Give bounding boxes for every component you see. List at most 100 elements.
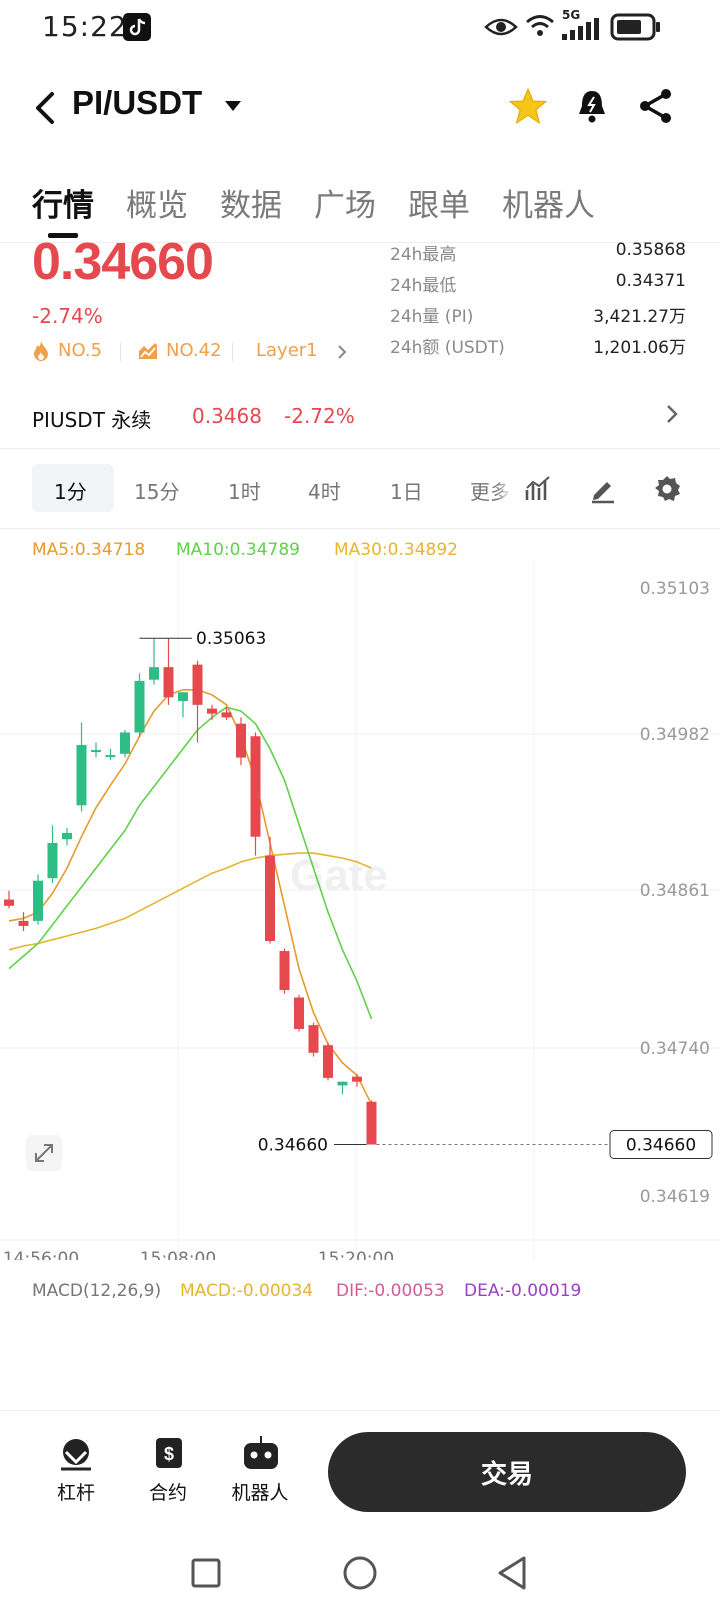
divider: [0, 448, 720, 449]
status-time: 15:22: [42, 10, 128, 43]
favorite-star-icon[interactable]: [508, 86, 548, 126]
candle-body: [366, 1101, 377, 1145]
y-tick-label: 0.34861: [640, 881, 710, 901]
candle-body: [134, 680, 145, 733]
futures-icon: $: [156, 1438, 182, 1468]
robot-icon: [244, 1436, 278, 1469]
high-label: 0.35063: [196, 629, 266, 649]
interval-4h[interactable]: 4时: [308, 480, 341, 504]
signal-icon: [562, 18, 599, 40]
candle-body: [76, 745, 87, 806]
tab-copy-trading[interactable]: 跟单: [408, 188, 470, 224]
leverage-icon: [61, 1439, 91, 1471]
candle-body: [323, 1045, 333, 1078]
divider: [0, 242, 720, 243]
recent-apps-icon[interactable]: [190, 1557, 222, 1589]
tiktok-app-icon: [123, 13, 151, 41]
stat-low-label: 24h最低: [390, 276, 457, 296]
divider: [232, 342, 233, 362]
draw-pencil-icon[interactable]: [588, 474, 618, 504]
tab-underline: [48, 233, 78, 238]
svg-text:$: $: [164, 1444, 174, 1464]
status-bar: 15:22 5G: [0, 0, 720, 56]
last-label: 0.34660: [258, 1135, 328, 1155]
candle-body: [221, 712, 232, 718]
pair-dropdown-icon[interactable]: [224, 100, 242, 112]
interval-1m[interactable]: 1分: [54, 480, 87, 504]
bots-button[interactable]: 机器人: [220, 1436, 300, 1505]
bots-label: 机器人: [231, 1482, 289, 1504]
stat-turnover-value: 1,201.06万: [593, 338, 686, 358]
candlestick-chart[interactable]: Gate 0.35103 0.34982 0.34861 0.34740 0.34619…: [0, 560, 720, 1260]
y-tick-label: 0.34619: [640, 1187, 710, 1207]
y-tick-label: 0.35103: [640, 579, 710, 599]
dif-value: DIF:-0.00053: [336, 1281, 445, 1301]
tab-market[interactable]: 行情: [32, 188, 94, 224]
stat-high-label: 24h最高: [390, 245, 457, 265]
ma30-line: [8, 852, 372, 951]
interval-1d[interactable]: 1日: [390, 480, 423, 504]
network-type: 5G: [562, 8, 581, 22]
candle-body: [105, 755, 116, 758]
candle-body: [192, 664, 203, 705]
hot-rank[interactable]: NO.5: [58, 340, 103, 361]
back-nav-icon[interactable]: [496, 1555, 528, 1591]
interval-15m[interactable]: 15分: [134, 480, 180, 504]
alert-bell-icon[interactable]: [572, 86, 612, 126]
y-tick-label: 0.34740: [640, 1039, 710, 1059]
candle-body: [163, 667, 174, 698]
settings-gear-icon[interactable]: [652, 474, 682, 504]
bottom-bar: [0, 1410, 720, 1521]
tab-bots[interactable]: 机器人: [502, 188, 595, 224]
indicator-icon[interactable]: [524, 474, 554, 504]
stat-turnover-label: 24h额 (USDT): [390, 338, 505, 358]
candle-body: [279, 951, 290, 990]
trade-button[interactable]: 交易: [328, 1432, 686, 1512]
y-tick-label: 0.34982: [640, 725, 710, 745]
wifi-icon: [526, 15, 554, 36]
sector-tag[interactable]: Layer1: [256, 340, 318, 361]
candles: [4, 638, 377, 1145]
candle-body: [91, 750, 101, 753]
expand-icon[interactable]: [26, 1135, 62, 1171]
dea-value: DEA:-0.00019: [464, 1281, 582, 1301]
chevron-right-icon[interactable]: [664, 402, 680, 426]
candle-body: [265, 855, 275, 941]
axes: 0.35103 0.34982 0.34861 0.34740 0.34619 14:56…: [3, 579, 713, 1260]
divider: [0, 528, 720, 529]
perpetual-change: -2.72%: [284, 404, 355, 428]
stat-high-value: 0.35868: [615, 240, 686, 260]
candle-body: [294, 997, 304, 1029]
home-icon[interactable]: [342, 1555, 378, 1591]
perpetual-name: PIUSDT 永续: [32, 408, 152, 432]
tab-overview[interactable]: 概览: [126, 188, 188, 224]
tab-square[interactable]: 广场: [314, 188, 376, 224]
chevron-right-icon[interactable]: [336, 344, 348, 360]
macd-title: MACD(12,26,9): [32, 1281, 162, 1301]
last-price-tag-text: 0.34660: [626, 1135, 696, 1155]
share-icon[interactable]: [636, 86, 676, 126]
gainers-rank-icon: [139, 343, 157, 359]
ma30-legend: MA30:0.34892: [334, 540, 458, 560]
leverage-button[interactable]: 杠杆: [36, 1436, 116, 1505]
x-tick-label: 14:56:00: [3, 1249, 79, 1260]
ma5-line: [8, 689, 373, 1105]
gain-rank[interactable]: NO.42: [166, 340, 222, 361]
interval-1h[interactable]: 1时: [228, 480, 261, 504]
change-percent: -2.74%: [32, 304, 103, 328]
tab-data[interactable]: 数据: [220, 188, 282, 224]
futures-button[interactable]: $ 合约: [128, 1436, 208, 1505]
fade: [496, 470, 512, 506]
ma10-line: [8, 706, 373, 1020]
candle-body: [33, 880, 43, 921]
candle-body: [250, 736, 261, 837]
divider: [120, 342, 121, 362]
back-icon[interactable]: [30, 88, 62, 128]
pair-title[interactable]: PI/USDT: [72, 84, 203, 121]
candle-body: [308, 1025, 319, 1053]
candle-body: [337, 1081, 348, 1086]
macd-value: MACD:-0.00034: [180, 1281, 314, 1301]
watermark: Gate: [290, 851, 388, 900]
candle-body: [47, 843, 58, 879]
futures-label: 合约: [148, 1482, 187, 1504]
